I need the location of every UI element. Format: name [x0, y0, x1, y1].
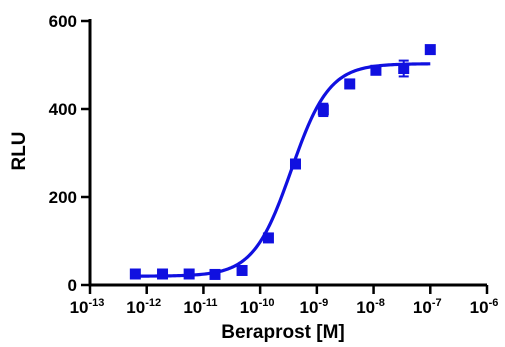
fit-curve	[135, 62, 431, 278]
plot-area: 0 200 400 600 10-13 10-12 10-11 10-10 10-9 10-8 10…	[49, 12, 499, 317]
data-point	[317, 104, 329, 116]
data-point	[129, 268, 141, 280]
data-point	[262, 232, 274, 244]
x-tick-label: 10-13	[70, 297, 105, 317]
data-point	[183, 268, 195, 280]
y-tick-label: 200	[49, 188, 77, 207]
y-tick-label: 400	[49, 100, 77, 119]
data-point	[370, 64, 382, 76]
x-tick-label: 10-6	[470, 297, 499, 317]
data-point	[157, 268, 169, 280]
x-tick-label: 10-12	[126, 297, 161, 317]
x-tick-label: 10-11	[183, 297, 217, 317]
y-tick-label: 600	[49, 12, 77, 31]
data-point	[424, 44, 436, 56]
data-point	[236, 264, 248, 276]
x-axis-title: Beraprost [M]	[221, 322, 345, 343]
data-point	[289, 158, 301, 170]
x-tick-label: 10-7	[413, 297, 442, 317]
data-point	[344, 78, 356, 90]
data-point	[209, 268, 221, 280]
y-tick-label: 0	[68, 276, 77, 295]
x-tick-label: 10-9	[300, 297, 329, 317]
x-tick-label: 10-10	[240, 297, 275, 317]
data-point	[398, 63, 410, 75]
x-tick-label: 10-8	[356, 297, 385, 317]
y-axis-title: RLU	[9, 131, 30, 170]
